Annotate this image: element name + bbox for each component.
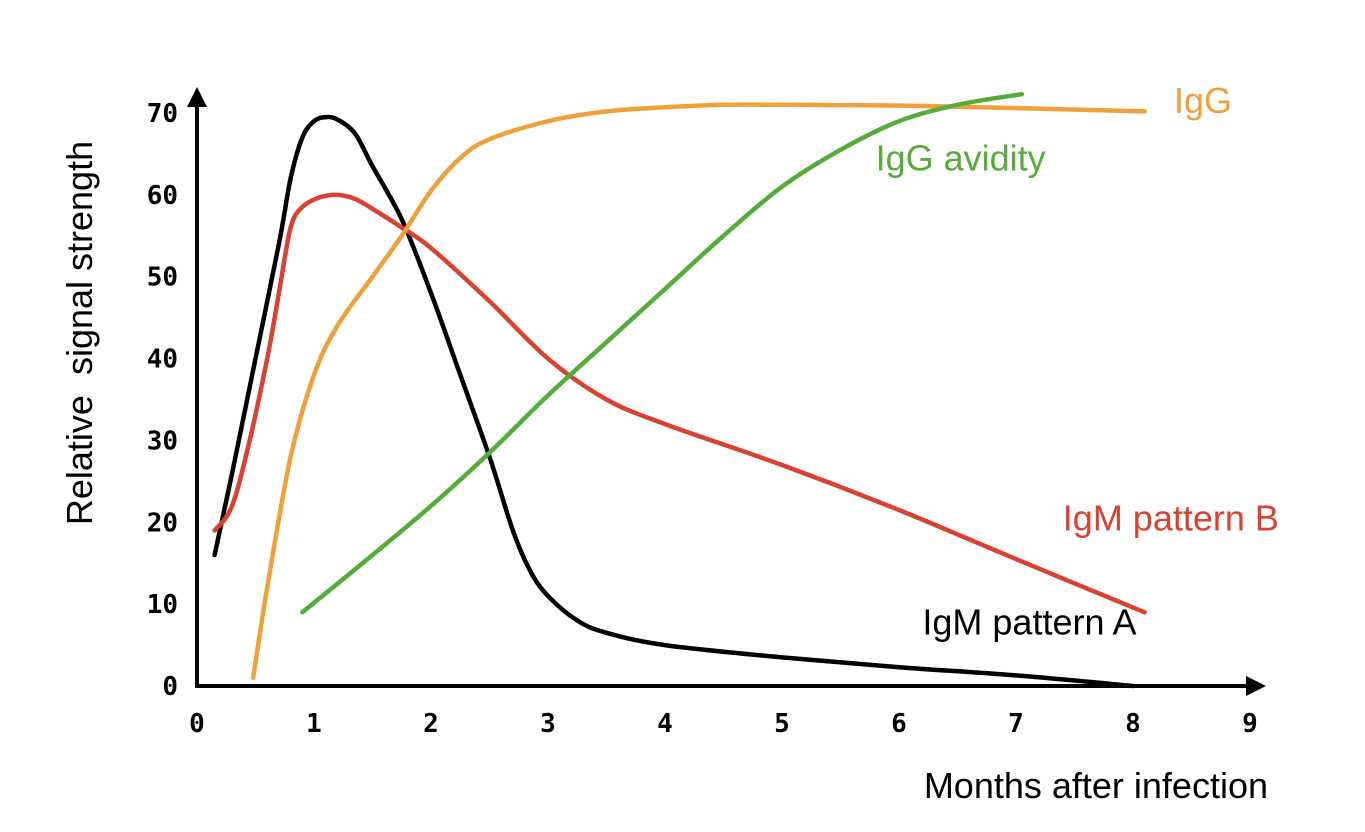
series-line-igg	[250, 102, 1147, 681]
y-tick-label-6: 60	[147, 181, 178, 211]
x-tick-labels: 0 1 2 3 4 5 6 7 8 9	[189, 709, 1258, 739]
x-tick-label-2: 2	[423, 709, 439, 739]
series-line-igm-pattern-b	[212, 192, 1147, 615]
series-curves	[212, 91, 1147, 689]
y-tick-label-5: 50	[147, 263, 178, 293]
x-tick-label-5: 5	[774, 709, 790, 739]
series-label-igg: IgG	[1174, 80, 1232, 121]
x-tick-label-9: 9	[1242, 709, 1258, 739]
y-tick-label-3: 30	[147, 426, 178, 456]
x-tick-label-7: 7	[1008, 709, 1024, 739]
series-label-igg-avidity: IgG avidity	[876, 137, 1046, 178]
series-labels: IgM pattern A IgM pattern B IgG IgG avidity	[876, 80, 1279, 642]
y-tick-label-1: 10	[147, 590, 178, 620]
y-tick-label-4: 40	[147, 345, 178, 375]
x-tick-label-4: 4	[657, 709, 673, 739]
x-tick-label-6: 6	[891, 709, 907, 739]
x-tick-label-1: 1	[306, 709, 322, 739]
series-label-igm-pattern-a: IgM pattern A	[922, 601, 1136, 642]
series-line-igg-avidity	[300, 91, 1025, 615]
y-axis-title: Relative signal strength	[59, 141, 100, 525]
series-label-igm-pattern-b: IgM pattern B	[1063, 497, 1279, 538]
series-line-igm-pattern-a	[212, 114, 1136, 689]
x-tick-label-0: 0	[189, 709, 205, 739]
x-tick-label-8: 8	[1125, 709, 1141, 739]
x-tick-label-3: 3	[540, 709, 556, 739]
y-tick-label-7: 70	[147, 99, 178, 129]
x-axis-title: Months after infection	[924, 765, 1268, 806]
y-tick-labels: 0 10 20 30 40 50 60 70	[147, 99, 178, 702]
y-tick-label-2: 20	[147, 508, 178, 538]
y-tick-label-0: 0	[162, 672, 178, 702]
